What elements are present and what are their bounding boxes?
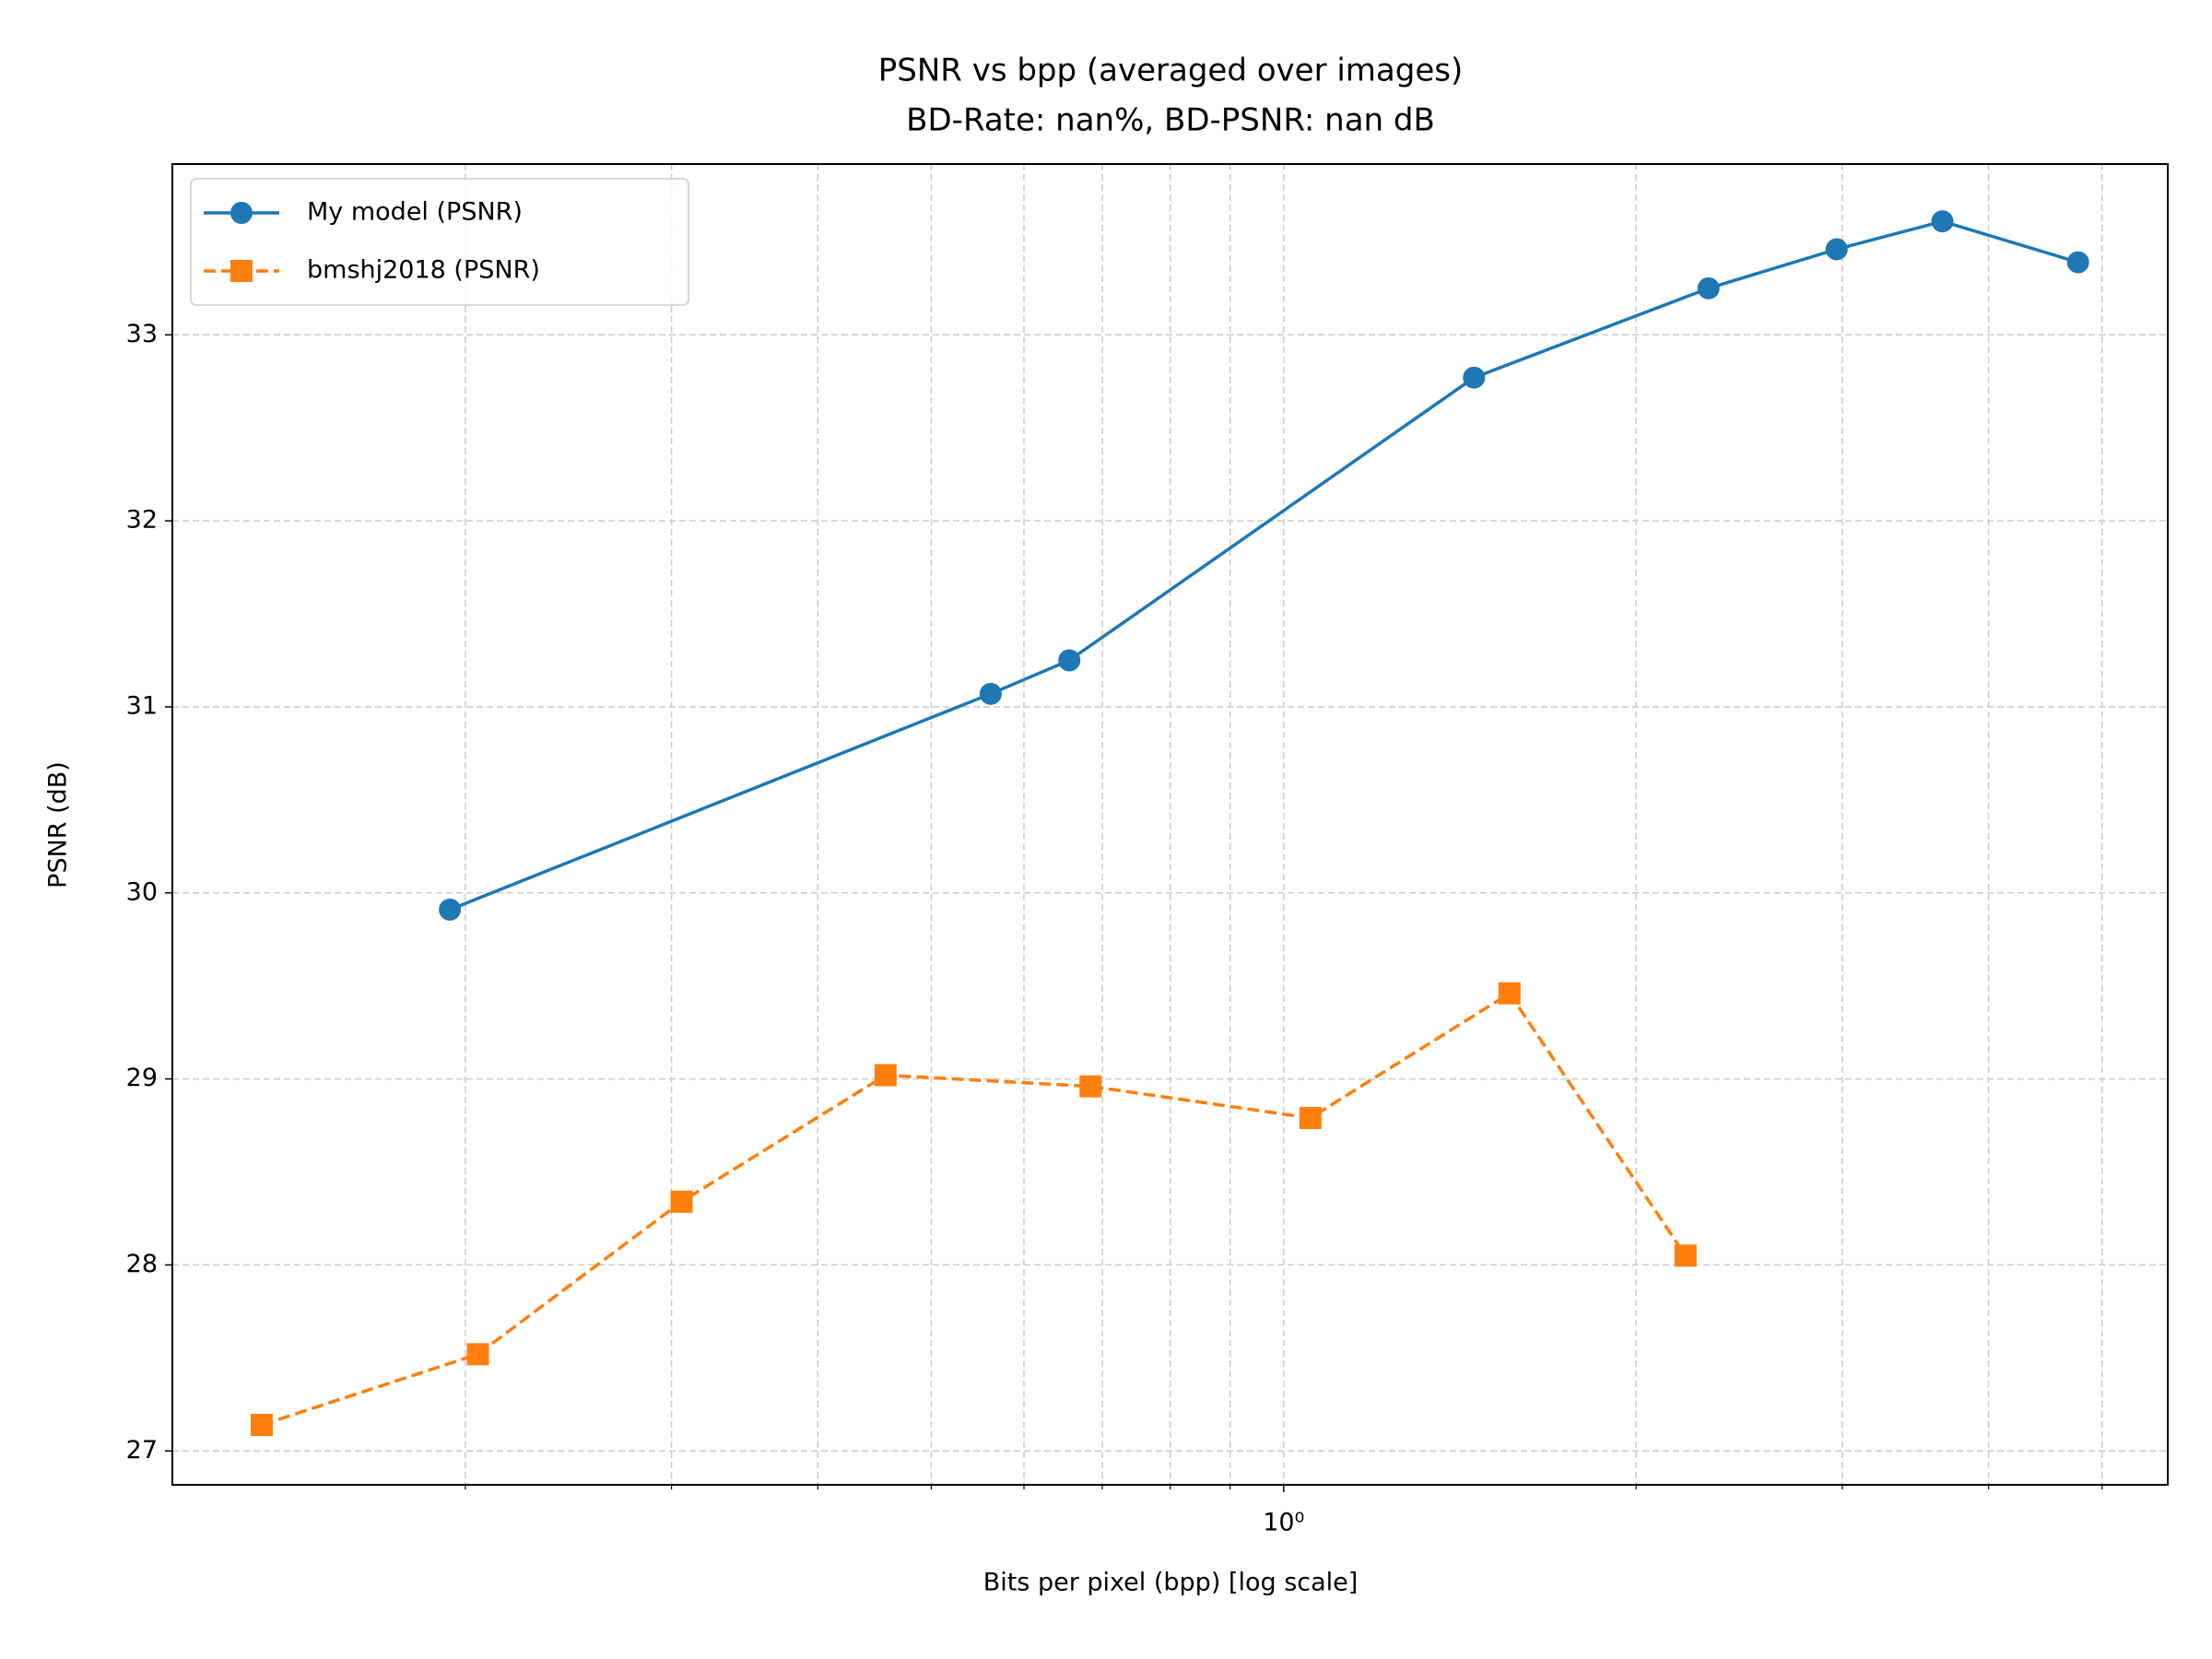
marker (670, 1190, 693, 1213)
y-tick-label: 30 (126, 877, 158, 906)
marker (1498, 982, 1521, 1005)
legend-marker (230, 260, 253, 282)
marker (1674, 1244, 1697, 1267)
marker (1299, 1106, 1322, 1129)
marker (874, 1064, 897, 1087)
y-tick-label: 33 (126, 320, 158, 348)
legend-marker (230, 202, 253, 224)
marker (1058, 649, 1081, 672)
marker (439, 898, 462, 921)
marker (1079, 1075, 1102, 1098)
legend-label: bmshj2018 (PSNR) (307, 256, 540, 285)
marker (1463, 366, 1486, 389)
y-tick-label: 32 (126, 506, 158, 535)
y-tick-label: 27 (126, 1436, 158, 1465)
series-line (449, 219, 2079, 912)
marker (2066, 251, 2089, 274)
series-line (261, 991, 1688, 1427)
marker (1825, 238, 1848, 261)
marker (1931, 210, 1954, 233)
axes-frame (171, 163, 2169, 1486)
marker (250, 1414, 273, 1437)
y-tick-label: 28 (126, 1250, 158, 1278)
legend-box (190, 178, 689, 306)
legend-label: My model (PSNR) (307, 198, 523, 227)
chart-title: PSNR vs bpp (averaged over images) (878, 53, 1464, 89)
x-tick-label: 10⁰ (1263, 1509, 1304, 1537)
marker (1697, 276, 1720, 300)
y-axis-label: PSNR (dB) (44, 761, 73, 888)
marker (466, 1343, 489, 1366)
chart-subtitle: BD-Rate: nan%, BD-PSNR: nan dB (906, 102, 1435, 139)
y-tick-label: 31 (126, 691, 158, 720)
x-axis-label: Bits per pixel (bpp) [log scale] (983, 1569, 1359, 1597)
marker (979, 682, 1002, 705)
y-tick-label: 29 (126, 1064, 158, 1092)
